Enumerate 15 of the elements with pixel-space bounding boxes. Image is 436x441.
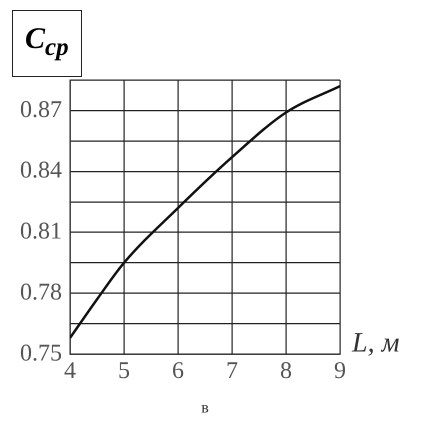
x-tick-label: 9: [334, 358, 346, 384]
y-tick-label: 0.78: [20, 280, 62, 306]
y-tick-label: 0.75: [20, 340, 62, 366]
y-tick-label: 0.84: [20, 158, 62, 184]
y-tick-label: 0.81: [20, 218, 62, 245]
y-tick-label: 0.87: [20, 96, 62, 123]
text: в: [201, 399, 210, 416]
line-series: [70, 84, 340, 340]
x-axis-title: L, м: [351, 328, 400, 359]
x-tick-label: 6: [172, 358, 184, 384]
x-tick-label: 8: [280, 358, 292, 384]
y-axis-title: C$_{ср}$: [12, 10, 82, 77]
x-tick-label: 4: [64, 358, 76, 384]
x-tick-label: 7: [226, 358, 238, 384]
x-tick-label: 5: [118, 358, 130, 384]
